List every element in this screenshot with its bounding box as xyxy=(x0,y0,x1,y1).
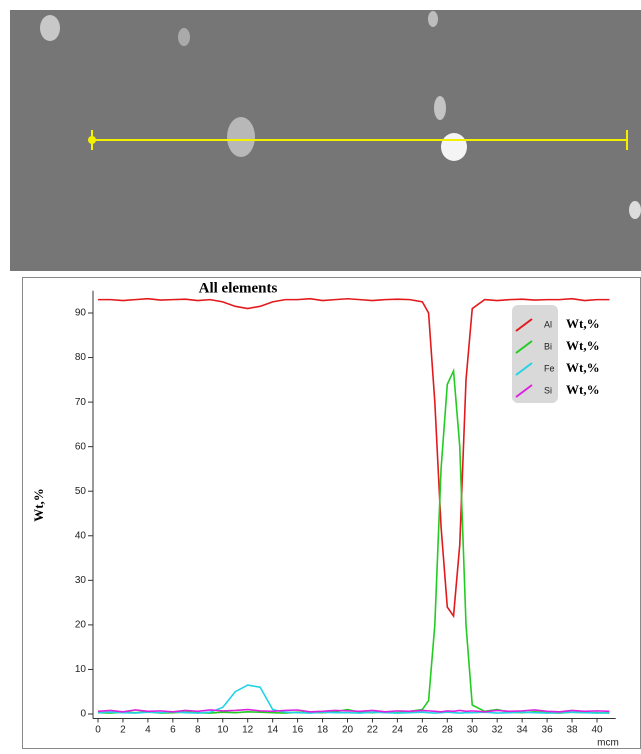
particle xyxy=(629,201,641,219)
y-tick-label: 90 xyxy=(75,308,87,319)
y-tick-label: 0 xyxy=(80,709,86,720)
x-tick-label: 40 xyxy=(591,725,603,736)
x-tick-label: 16 xyxy=(292,725,304,736)
y-tick-label: 50 xyxy=(75,486,87,497)
legend-box xyxy=(512,305,558,403)
legend-swatch xyxy=(515,318,533,332)
legend-unit: Wt,% xyxy=(566,360,600,375)
y-tick-label: 80 xyxy=(75,352,87,363)
legend-unit: Wt,% xyxy=(566,382,600,397)
legend-label: Bi xyxy=(544,341,552,351)
legend-label: Al xyxy=(544,319,552,329)
particle xyxy=(40,15,60,41)
x-tick-label: 30 xyxy=(467,725,479,736)
sem-image xyxy=(10,10,641,271)
series-line xyxy=(97,708,610,713)
particle xyxy=(428,11,438,27)
y-tick-label: 40 xyxy=(75,530,87,541)
x-tick-label: 6 xyxy=(170,725,176,736)
legend-label: Fe xyxy=(544,363,555,373)
scan-dot xyxy=(88,136,96,144)
particle xyxy=(441,133,467,161)
series-line xyxy=(97,684,610,714)
y-tick-label: 10 xyxy=(75,664,87,675)
x-tick-label: 32 xyxy=(492,725,504,736)
x-tick-label: 36 xyxy=(542,725,554,736)
x-tick-label: 4 xyxy=(145,725,151,736)
x-tick-label: 12 xyxy=(242,725,254,736)
x-tick-label: 38 xyxy=(566,725,578,736)
y-tick-label: 20 xyxy=(75,620,87,631)
x-tick-label: 14 xyxy=(267,725,279,736)
legend-label: Si xyxy=(544,385,552,395)
legend-swatch xyxy=(515,340,533,354)
x-tick-label: 8 xyxy=(195,725,201,736)
y-axis-label: Wt,% xyxy=(31,488,46,522)
y-tick-label: 30 xyxy=(75,575,87,586)
chart: All elements Wt,% mcm 010203040506070809… xyxy=(31,280,619,748)
x-tick-label: 26 xyxy=(417,725,429,736)
x-tick-label: 0 xyxy=(95,725,101,736)
y-tick-label: 70 xyxy=(75,397,87,408)
x-tick-label: 34 xyxy=(517,725,529,736)
legend-swatch xyxy=(515,384,533,398)
x-tick-label: 20 xyxy=(342,725,354,736)
x-tick-label: 2 xyxy=(120,725,126,736)
particle xyxy=(227,117,255,157)
x-tick-label: 22 xyxy=(367,725,379,736)
x-tick-label: 18 xyxy=(317,725,329,736)
legend-unit: Wt,% xyxy=(566,316,600,331)
x-tick-label: 24 xyxy=(392,725,404,736)
legend-swatch xyxy=(515,362,533,376)
y-tick-label: 60 xyxy=(75,441,87,452)
legend-unit: Wt,% xyxy=(566,338,600,353)
x-tick-label: 10 xyxy=(217,725,229,736)
particle xyxy=(434,96,446,120)
x-tick-label: 28 xyxy=(442,725,454,736)
x-unit: mcm xyxy=(597,738,619,749)
series-line xyxy=(98,297,610,619)
chart-title: All elements xyxy=(199,280,278,296)
particle xyxy=(178,28,190,46)
